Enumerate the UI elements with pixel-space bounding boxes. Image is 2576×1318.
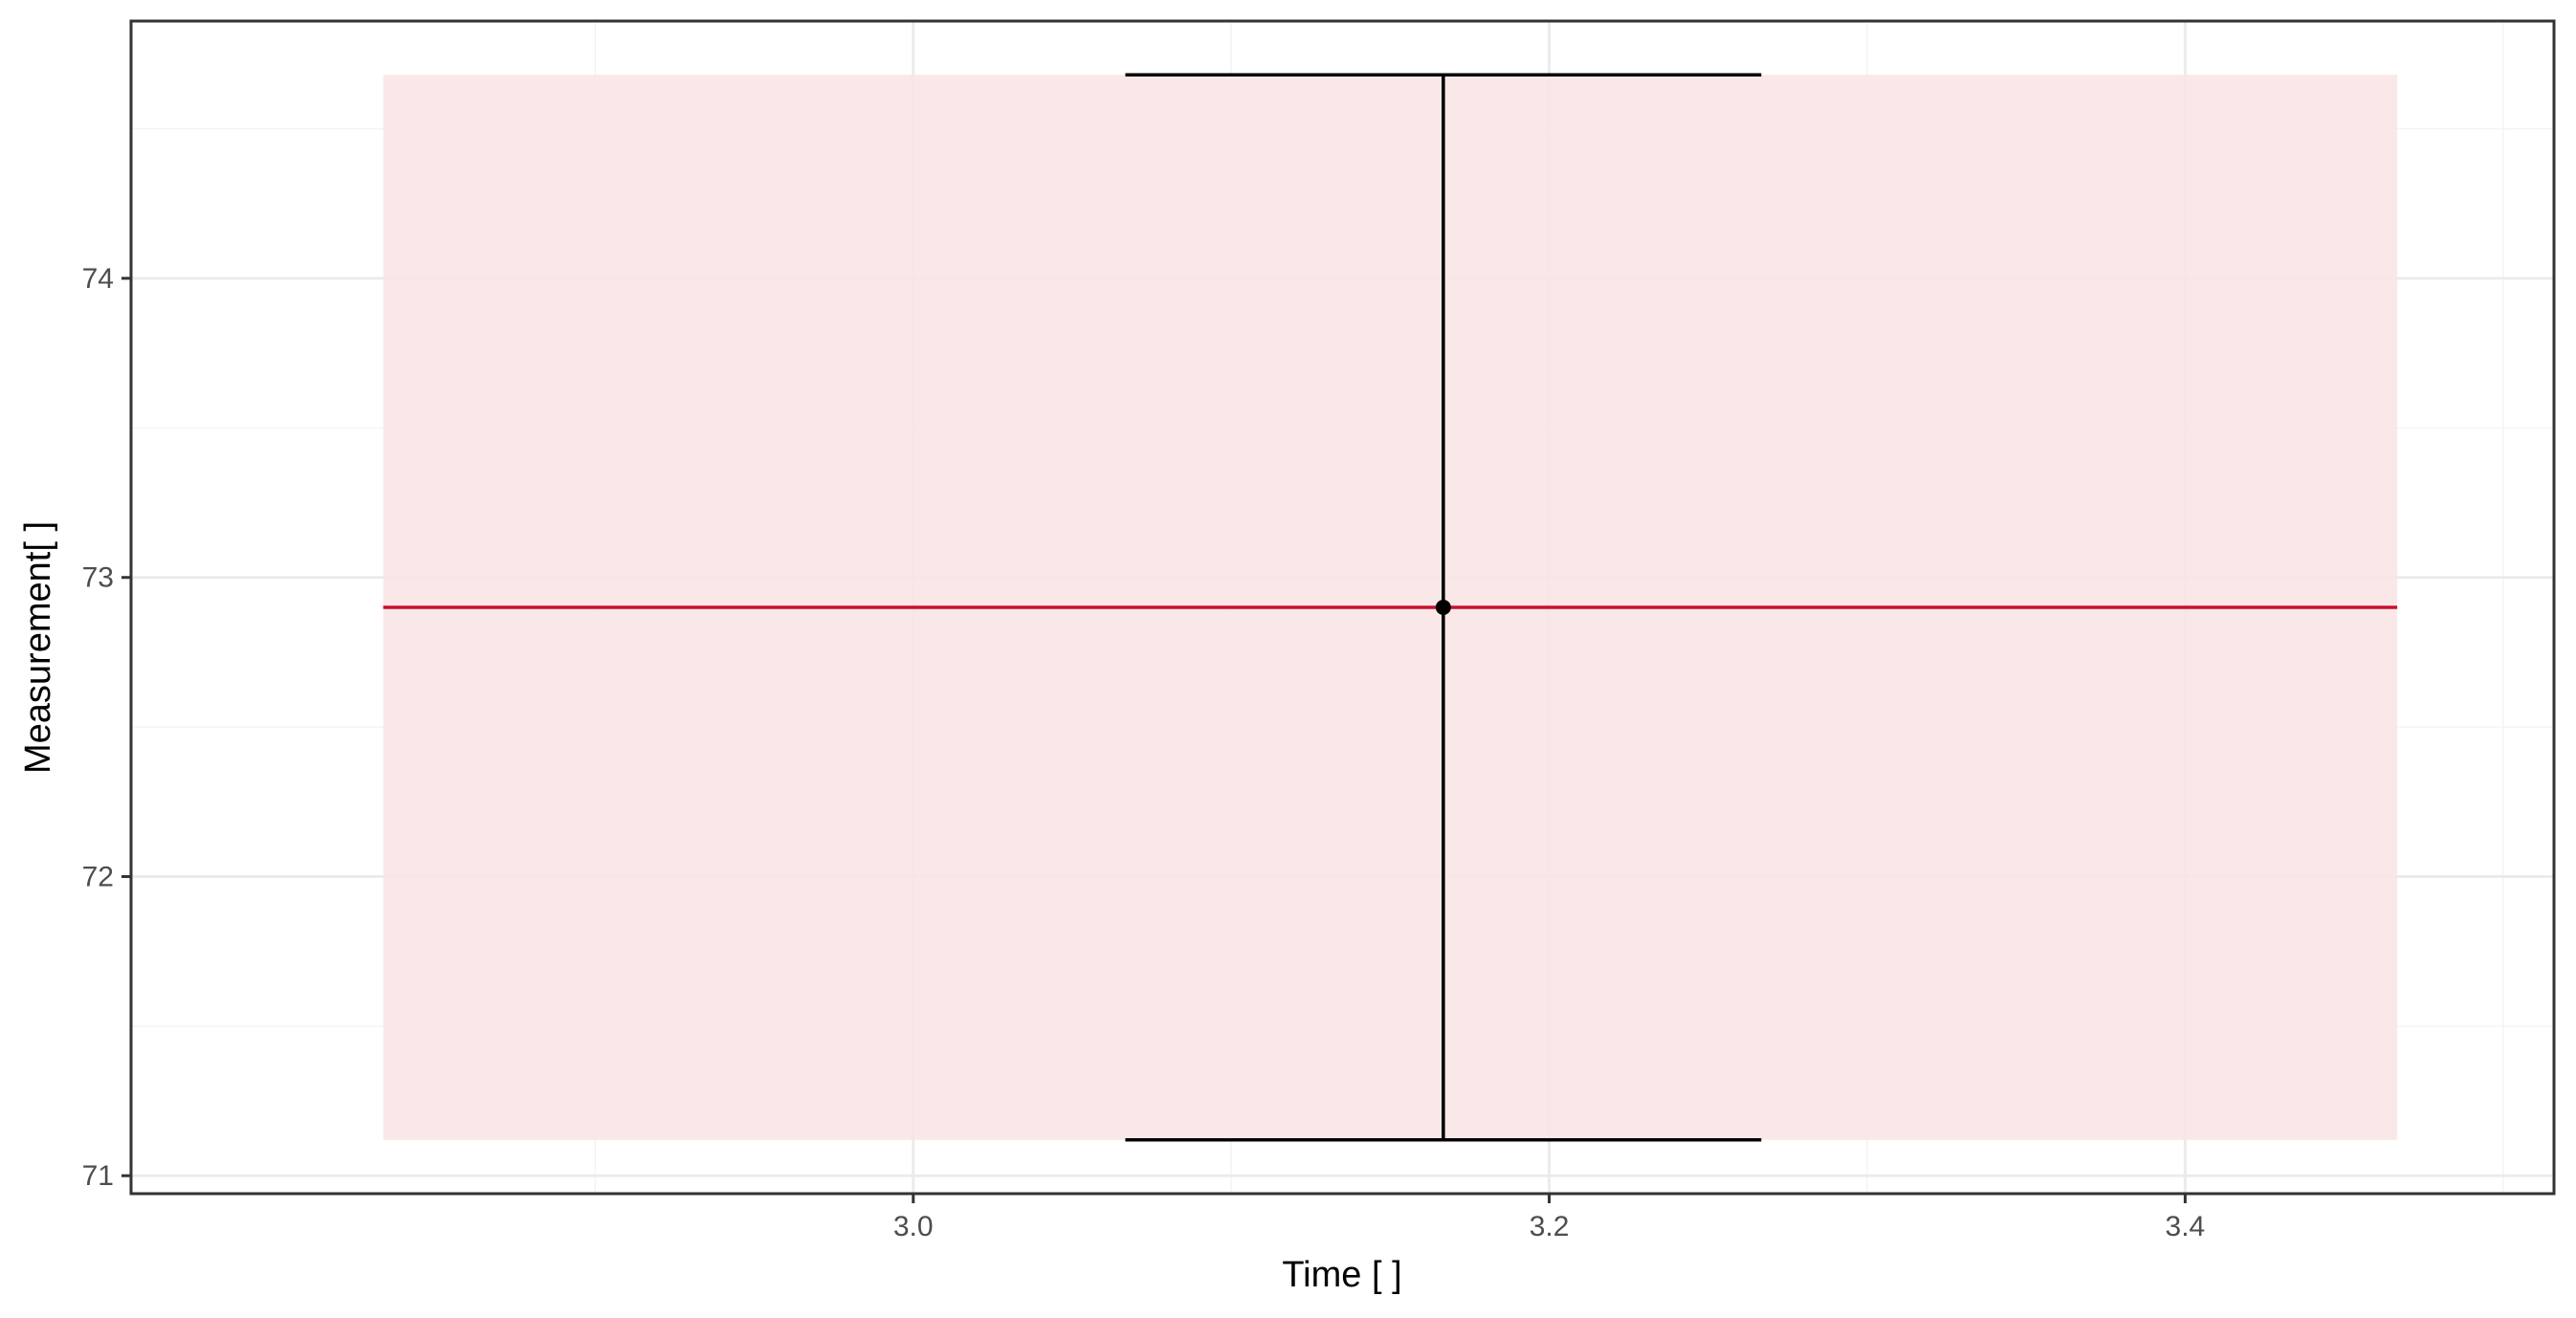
x-axis-title: Time [ ] <box>1282 1255 1401 1295</box>
x-tick-label: 3.0 <box>893 1211 934 1242</box>
y-tick-label: 74 <box>82 263 114 295</box>
y-tick-label: 73 <box>82 562 114 594</box>
y-axis-title: Measurement[ ] <box>18 521 58 774</box>
y-tick-label: 72 <box>82 861 114 892</box>
y-axis: 71 72 73 74 <box>82 263 131 1192</box>
x-axis: 3.0 3.2 3.4 <box>893 1194 2205 1242</box>
data-point <box>1435 600 1451 615</box>
y-tick-label: 71 <box>82 1160 114 1192</box>
data-points <box>1435 600 1451 615</box>
panel-border <box>129 19 2556 1196</box>
x-tick-label: 3.2 <box>1530 1211 1570 1242</box>
x-tick-label: 3.4 <box>2166 1211 2206 1242</box>
